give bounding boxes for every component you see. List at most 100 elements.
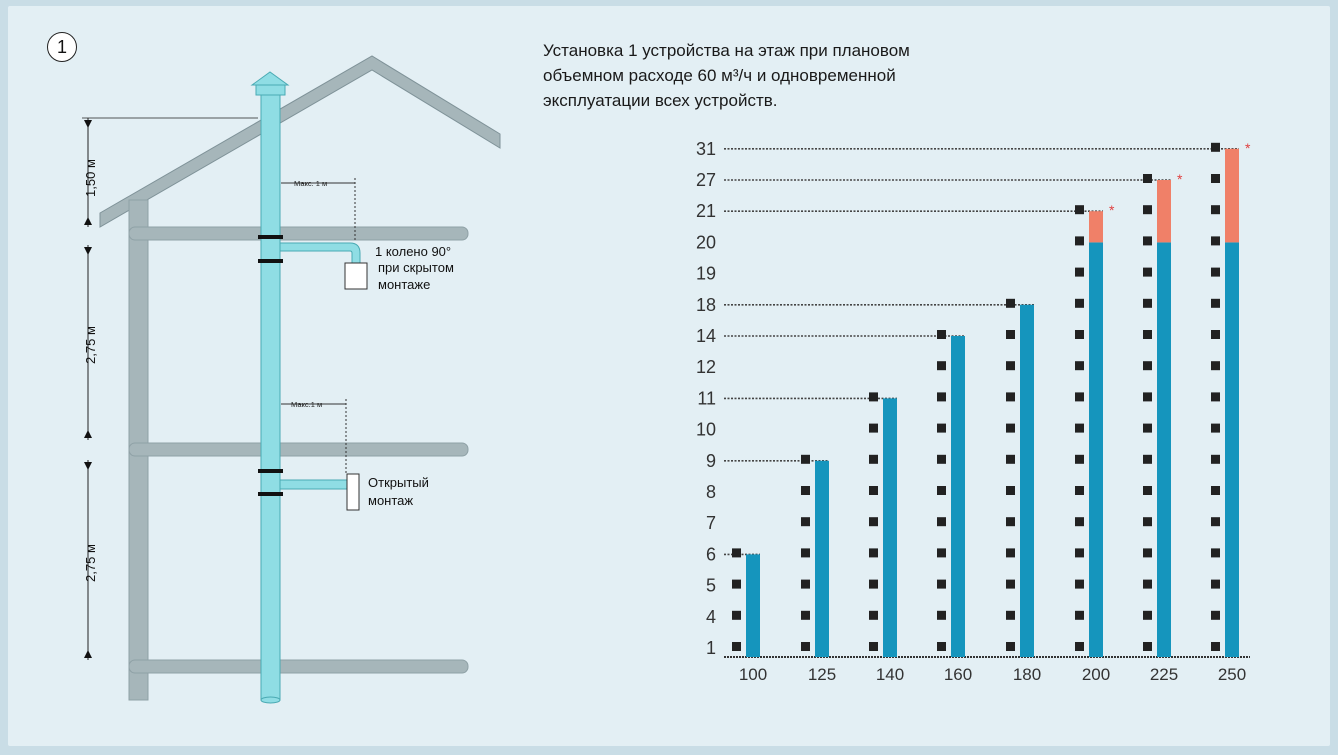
floor-slab (128, 442, 469, 457)
max-distance-label-upper: Макс. 1 м (294, 179, 327, 188)
device-marker (1143, 174, 1152, 183)
dimension-label-floor-lower: 2,75 м (83, 544, 98, 582)
device-marker (1075, 642, 1084, 651)
device-marker (732, 610, 741, 620)
chimney-pipe (260, 94, 281, 701)
device-marker (801, 454, 810, 464)
y-tick-label: 6 (706, 544, 716, 564)
device-marker (1211, 486, 1220, 495)
device-marker (1075, 236, 1084, 246)
device-marker (801, 610, 810, 620)
device-marker (869, 610, 878, 620)
device-marker (1211, 579, 1220, 589)
description-line: объемном расходе 60 м³/ч и одновременной (543, 66, 896, 85)
figure-panel (8, 6, 1330, 746)
device-marker (869, 579, 878, 589)
pipe-clamp (258, 259, 283, 263)
x-tick-label: 140 (876, 665, 904, 684)
device-marker (1143, 579, 1152, 589)
device-marker (937, 610, 946, 620)
device-marker (869, 423, 878, 433)
device-marker (869, 517, 878, 527)
device-marker (732, 642, 741, 651)
device-marker (1006, 454, 1015, 464)
dimension-label-floor-upper: 2,75 м (83, 326, 98, 364)
y-tick-label: 4 (706, 607, 716, 627)
device-marker (937, 392, 946, 402)
device-marker (937, 548, 946, 558)
y-tick-label: 21 (696, 201, 716, 221)
y-tick-label: 14 (696, 326, 716, 346)
asterisk-annotation: * (1109, 202, 1115, 218)
device-marker (937, 579, 946, 589)
column-extension (1157, 180, 1171, 243)
device-marker (801, 579, 810, 589)
roof (99, 55, 501, 228)
floor-slab (128, 659, 469, 674)
device-marker (1075, 267, 1084, 277)
device-marker (1075, 517, 1084, 527)
device-marker (1006, 423, 1015, 433)
device-marker (1075, 298, 1084, 308)
device-marker (1211, 548, 1220, 558)
chimney-cap (250, 71, 290, 86)
device-marker (1006, 579, 1015, 589)
device-marker (1211, 205, 1220, 215)
device-marker (937, 330, 946, 339)
device-marker (937, 486, 946, 495)
chimney-pipe-end (260, 696, 281, 704)
device-marker (801, 517, 810, 527)
device-marker (732, 548, 741, 558)
open-connection-label-1: Открытый (368, 475, 429, 490)
device-marker (1143, 517, 1152, 527)
y-tick-label: 19 (696, 264, 716, 284)
column-bar (1157, 242, 1171, 657)
y-tick-label: 8 (706, 482, 716, 502)
x-tick-label: 125 (808, 665, 836, 684)
height-dimension-lines (82, 117, 258, 660)
device-marker (937, 517, 946, 527)
device-marker (869, 486, 878, 495)
device-marker (1075, 392, 1084, 402)
device-marker (1075, 579, 1084, 589)
device-marker (1143, 423, 1152, 433)
device-marker (1006, 298, 1015, 308)
y-tick-label: 10 (696, 420, 716, 440)
device-marker (937, 642, 946, 651)
device-marker (869, 392, 878, 402)
y-tick-label: 27 (696, 170, 716, 190)
description-line: эксплуатации всех устройств. (543, 91, 778, 110)
column-bar (746, 554, 760, 657)
max-distance-label-lower: Макс.1 м (291, 400, 322, 409)
device-marker (1211, 642, 1220, 651)
device-marker (1006, 361, 1015, 371)
device-marker (1211, 392, 1220, 402)
device-marker (1211, 174, 1220, 183)
figure-number-badge: 1 (47, 32, 77, 62)
device-marker (1143, 454, 1152, 464)
device-marker (801, 642, 810, 651)
open-device (346, 473, 360, 511)
y-tick-label: 18 (696, 295, 716, 315)
device-marker (869, 454, 878, 464)
device-marker (1211, 267, 1220, 277)
asterisk-annotation: * (1245, 140, 1251, 156)
device-marker (1075, 361, 1084, 371)
figure-number: 1 (56, 36, 67, 57)
y-tick-label: 20 (696, 232, 716, 252)
device-marker (1075, 330, 1084, 339)
pipe-clamp (258, 492, 283, 496)
device-marker (1143, 642, 1152, 651)
x-tick-label: 160 (944, 665, 972, 684)
device-marker (1006, 330, 1015, 339)
device-marker (1211, 236, 1220, 246)
device-marker (1211, 610, 1220, 620)
pipe-clamps (258, 235, 283, 496)
y-tick-label: 7 (706, 513, 716, 533)
y-tick-label: 9 (706, 451, 716, 471)
asterisk-annotation: * (1177, 171, 1183, 187)
column-bar (1225, 242, 1239, 657)
device-marker (1075, 548, 1084, 558)
device-marker (1211, 142, 1220, 152)
